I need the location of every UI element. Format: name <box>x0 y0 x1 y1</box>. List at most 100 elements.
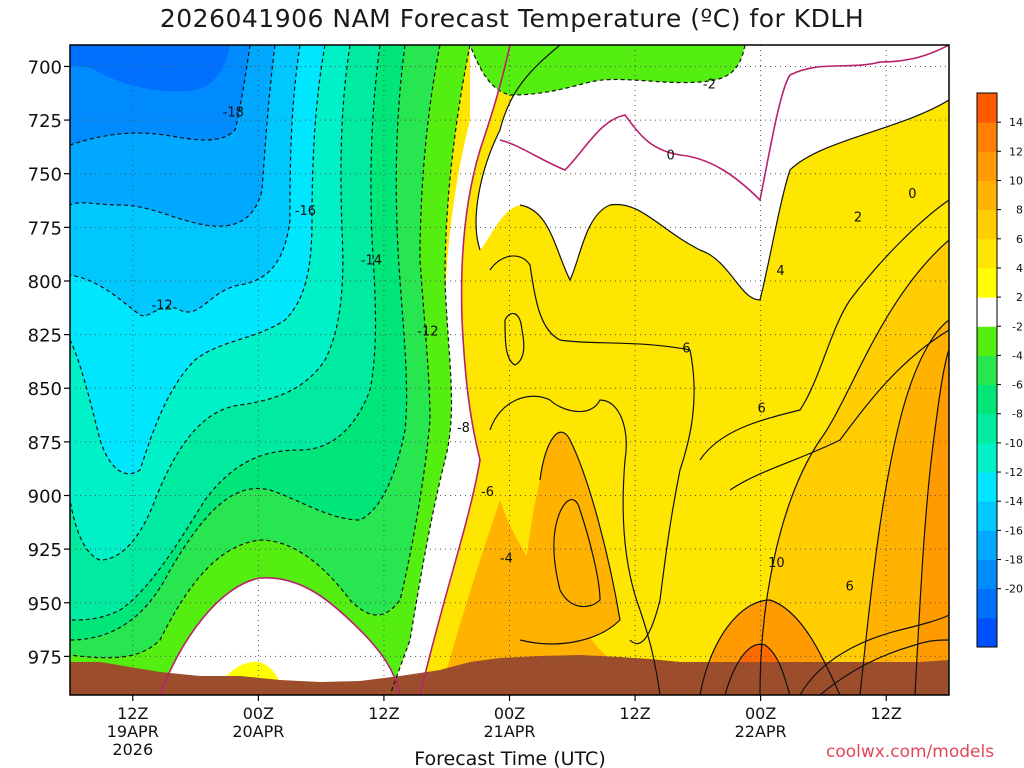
contour-label: 6 <box>845 580 853 595</box>
x-tick-label: 12Z <box>368 704 399 723</box>
colorbar-label: -10 <box>1005 437 1023 450</box>
y-tick-label: 850 <box>28 379 62 400</box>
contour-line-cold-6 <box>70 45 381 621</box>
contour-line-warm-1 <box>475 45 949 301</box>
y-tick-label: 825 <box>28 326 62 347</box>
colorbar-border <box>976 92 998 648</box>
contour-line-warm-14 <box>699 199 949 461</box>
contour-labels: -18 -16 -14 -12 -12 -8 -6 -4 -2 0 0 2 4 6 6 6 10 <box>151 78 916 595</box>
contour-label: 0 <box>667 148 675 163</box>
colorbar-label: -4 <box>1012 349 1023 362</box>
contour-label: -16 <box>295 204 316 219</box>
x-tick-label: 12Z <box>871 704 902 723</box>
colorbar-swatch <box>977 93 997 123</box>
colorbar-label: -20 <box>1005 583 1023 596</box>
colorbar-label: -18 <box>1005 554 1023 567</box>
colorbar-swatch <box>977 472 997 502</box>
contour-label: -12 <box>151 299 172 314</box>
contour-lines <box>70 45 949 695</box>
contour-label: -2 <box>703 78 716 93</box>
colorbar: 14 12 10 8 6 4 2 -2 -4 -6 -8 -10 -12 -14 -16 -18 -20 <box>976 92 1023 648</box>
y-tick-label: 700 <box>28 57 62 78</box>
colorbar-label: -8 <box>1012 408 1023 421</box>
chart-title: 2026041906 NAM Forecast Temperature (ºC)… <box>159 4 865 33</box>
contour-line-cold-1 <box>70 45 251 146</box>
colorbar-swatch <box>977 442 997 473</box>
contour-line-warm-2 <box>489 255 695 645</box>
x-tick-label: 20APR <box>232 722 284 741</box>
contour-label: -18 <box>223 106 244 121</box>
contour-line-cold-3 <box>70 45 301 317</box>
y-tick-label: 975 <box>28 647 62 668</box>
x-tick-label: 21APR <box>483 722 535 741</box>
y-tick-label: 900 <box>28 486 62 507</box>
colorbar-swatch <box>977 501 997 531</box>
site-credit: coolwx.com/models <box>826 742 995 762</box>
fill-band-orange-right-deepest <box>915 350 949 695</box>
y-axis: 700 725 750 775 800 825 850 875 900 925 950 975 <box>28 57 70 668</box>
colorbar-swatch <box>977 326 997 356</box>
colorbar-swatch <box>977 588 997 619</box>
colorbar-swatch <box>977 413 997 444</box>
contour-line-zero-3 <box>159 577 401 695</box>
colorbar-label: -2 <box>1012 320 1023 333</box>
x-tick-label: 00Z <box>243 704 274 723</box>
contour-line-cold-2 <box>70 45 276 227</box>
contour-line-warm-12 <box>799 614 949 695</box>
colorbar-label: 6 <box>1016 233 1023 246</box>
fill-band-white-lower-left <box>160 577 400 695</box>
x-tick-label: 12Z <box>619 704 650 723</box>
colorbar-swatch <box>977 151 997 181</box>
colorbar-label: -6 <box>1012 379 1023 392</box>
contour-line-warm-7 <box>699 599 841 695</box>
colorbar-label: 2 <box>1016 291 1023 304</box>
colorbar-swatch <box>977 530 997 561</box>
contour-label: 4 <box>776 264 784 279</box>
contour-line-warm-6 <box>553 499 601 608</box>
fill-band-green-top <box>470 45 745 95</box>
grid-lines <box>70 45 949 695</box>
colorbar-label: 4 <box>1016 262 1023 275</box>
colorbar-swatch <box>977 180 997 211</box>
y-tick-label: 875 <box>28 433 62 454</box>
colorbar-swatch <box>977 238 997 269</box>
y-tick-label: 750 <box>28 165 62 186</box>
contour-label: -6 <box>481 485 494 500</box>
y-tick-label: 775 <box>28 218 62 239</box>
x-tick-label: 22APR <box>735 722 787 741</box>
contour-line-warm-4 <box>489 395 661 695</box>
contour-line-cold-9 <box>389 45 471 695</box>
contour-line-cold-7 <box>70 45 408 641</box>
contour-line-zero-1 <box>419 45 511 695</box>
y-tick-label: 800 <box>28 272 62 293</box>
contour-line-warm-5 <box>519 431 621 645</box>
colorbar-swatch <box>977 355 997 386</box>
contour-label: -4 <box>500 552 513 567</box>
contour-label: 10 <box>768 556 785 571</box>
y-tick-label: 925 <box>28 540 62 561</box>
colorbar-swatch <box>977 267 997 298</box>
colorbar-swatch <box>977 209 997 240</box>
x-tick-label: 00Z <box>745 704 776 723</box>
contour-line-warm-9 <box>759 239 949 695</box>
x-tick-label: 2026 <box>112 740 153 759</box>
contour-line-warm-13 <box>819 639 949 695</box>
contour-line-zero-2 <box>499 45 949 202</box>
contour-line-warm-8 <box>724 643 791 695</box>
x-tick-label: 19APR <box>107 722 159 741</box>
colorbar-label: 8 <box>1016 204 1023 217</box>
contour-line-cold-8 <box>70 45 441 659</box>
contour-label: 6 <box>758 402 766 417</box>
fill-band-blue-deep <box>70 45 230 92</box>
contour-line-cold-5 <box>70 45 351 561</box>
colorbar-label: -12 <box>1005 466 1023 479</box>
colorbar-label: 14 <box>1009 116 1023 129</box>
colorbar-swatch <box>977 384 997 415</box>
contour-label: 0 <box>908 187 916 202</box>
colorbar-swatch <box>977 297 997 327</box>
contour-label: -14 <box>361 254 382 269</box>
colorbar-label: 10 <box>1009 174 1023 187</box>
contour-line-warm-15 <box>729 329 949 491</box>
